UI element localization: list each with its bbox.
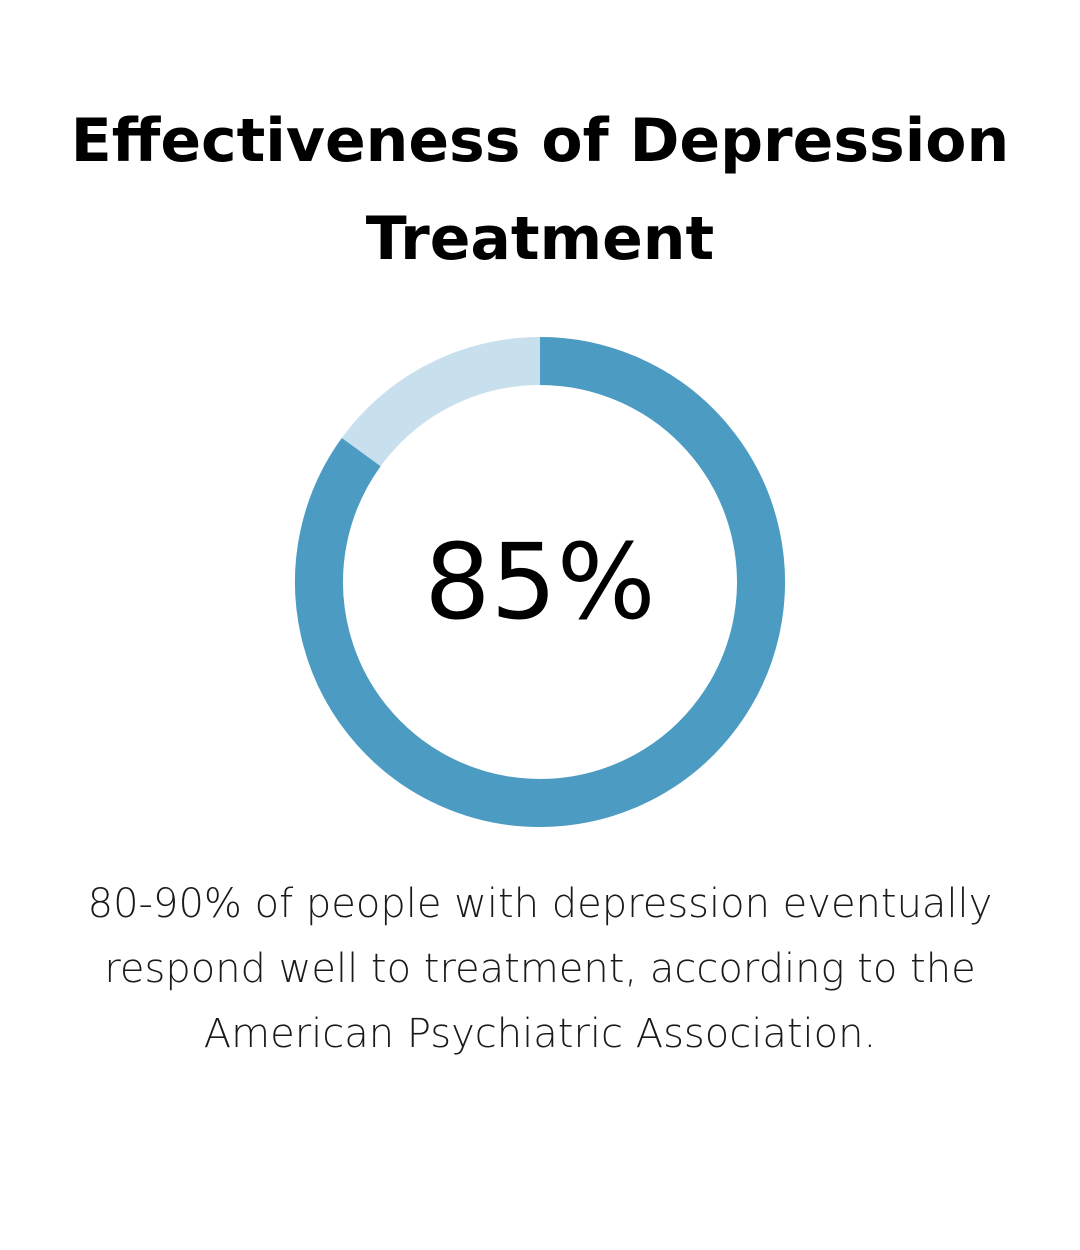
donut-arc (295, 337, 785, 827)
chart-title: Effectiveness of Depression Treatment (70, 106, 1010, 274)
caption: 80-90% of people with depression eventua… (87, 881, 993, 1057)
donut-chart: 85% (295, 337, 785, 827)
value-label: 85% (424, 521, 655, 643)
